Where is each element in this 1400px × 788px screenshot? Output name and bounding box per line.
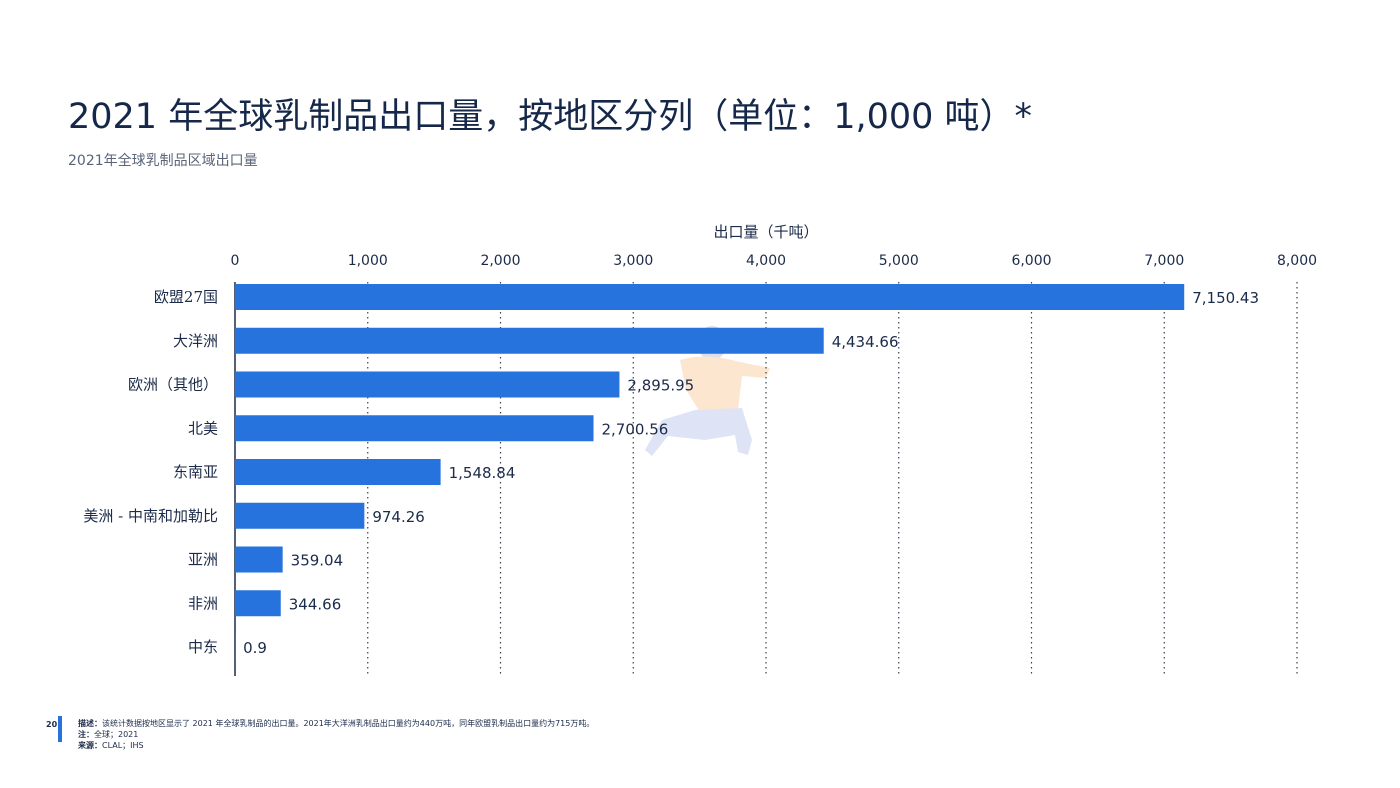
- page-number: 20: [46, 720, 58, 729]
- x-tick-labels: 0 1,000 2,000 3,000 4,000 5,000 6,000 7,000 8,00…: [231, 253, 1318, 269]
- bar: [235, 546, 283, 573]
- footer-notes: 描述：该统计数据按地区显示了 2021 年全球乳制品的出口量。2021年大洋洲乳…: [78, 718, 594, 751]
- source-label: 来源：: [78, 741, 102, 750]
- bar: [235, 459, 441, 485]
- x-tick-label: 0: [231, 253, 240, 269]
- x-tick-label: 1,000: [348, 253, 388, 269]
- data-label: 359.04: [291, 552, 344, 570]
- bar: [235, 371, 620, 398]
- x-tick-label: 2,000: [480, 253, 520, 269]
- x-tick-label: 4,000: [746, 253, 786, 269]
- data-label: 344.66: [289, 595, 342, 613]
- data-label: 974.26: [372, 508, 425, 526]
- description-label: 描述：: [78, 719, 102, 728]
- category-label: 美洲 - 中南和加勒比: [83, 507, 218, 525]
- bar: [235, 327, 824, 354]
- x-tick-label: 5,000: [879, 253, 919, 269]
- x-tick-label: 8,000: [1277, 253, 1317, 269]
- page-subtitle: 2021年全球乳制品区域出口量: [68, 153, 258, 169]
- bars: [235, 284, 1185, 660]
- description-text: 该统计数据按地区显示了 2021 年全球乳制品的出口量。2021年大洋洲乳制品出…: [102, 719, 595, 728]
- category-label: 东南亚: [173, 463, 218, 481]
- data-label: 1,548.84: [449, 464, 516, 482]
- source-text: CLAL；IHS: [102, 741, 144, 750]
- category-label: 北美: [188, 419, 218, 437]
- note-label: 注：: [78, 730, 94, 739]
- data-label: 0.9: [243, 639, 267, 657]
- bar: [235, 590, 281, 617]
- bar-chart: 出口量（千吨） 0 1,000 2,000 3,000 4,000 5,000 6,000 7…: [83, 223, 1318, 676]
- x-tick-label: 3,000: [613, 253, 653, 269]
- category-label: 欧洲（其他）: [128, 376, 218, 394]
- category-label: 大洋洲: [173, 332, 218, 350]
- bar: [235, 415, 594, 442]
- category-label: 非洲: [188, 594, 218, 612]
- data-label: 4,434.66: [832, 333, 899, 351]
- data-label: 2,895.95: [627, 377, 694, 395]
- data-label: 2,700.56: [601, 420, 668, 438]
- footer-accent-bar: [58, 716, 62, 742]
- category-label: 亚洲: [188, 551, 218, 569]
- page-title: 2021 年全球乳制品出口量，按地区分列（单位：1,000 吨）*: [68, 97, 1033, 137]
- category-label: 中东: [188, 638, 218, 656]
- note-text: 全球；2021: [94, 730, 139, 739]
- x-axis-title: 出口量（千吨）: [713, 223, 818, 241]
- category-label: 欧盟27国: [154, 288, 218, 306]
- x-tick-label: 7,000: [1144, 253, 1184, 269]
- value-labels: 7,150.43 4,434.66 2,895.95 2,700.56 1,548.84…: [243, 289, 1259, 657]
- data-label: 7,150.43: [1192, 289, 1259, 307]
- bar: [235, 502, 365, 529]
- x-tick-label: 6,000: [1011, 253, 1051, 269]
- bar: [235, 284, 1185, 310]
